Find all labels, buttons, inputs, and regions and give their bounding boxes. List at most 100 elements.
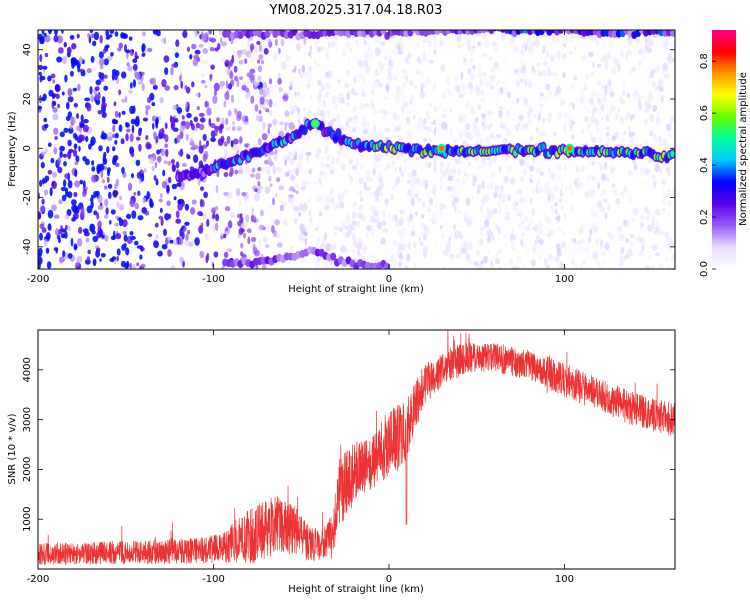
- spectrogram-cell: [423, 37, 430, 44]
- spectrogram-cell: [558, 197, 563, 204]
- spectrogram-cell: [142, 31, 146, 37]
- spectrogram-cell: [186, 153, 189, 159]
- spectrogram-cell: [337, 95, 342, 104]
- spectrogram-y-tick-label: -20: [22, 189, 33, 205]
- spectrogram-cell: [561, 241, 566, 248]
- spectrogram-cell: [643, 118, 649, 126]
- spectrogram-cell: [465, 197, 471, 206]
- spectrogram-cell: [173, 85, 179, 91]
- spectrogram-cell: [324, 51, 330, 59]
- spectrogram-cell: [601, 188, 606, 196]
- spectrogram-cell: [68, 127, 74, 134]
- spectrogram-cell: [658, 135, 662, 144]
- spectrogram-cell: [482, 158, 485, 163]
- spectrogram-cell: [233, 65, 238, 73]
- spectrogram-cell: [177, 202, 183, 211]
- spectrogram-cell: [379, 63, 384, 72]
- spectrogram-cell: [179, 130, 184, 140]
- spectrogram-cell: [100, 253, 106, 258]
- spectrogram-cell: [519, 176, 525, 182]
- spectrogram-cell: [61, 30, 64, 34]
- spectrogram-cell: [537, 186, 543, 194]
- spectrogram-cell: [537, 226, 543, 236]
- spectrogram-cell: [191, 43, 197, 50]
- spectrogram-cell: [315, 62, 321, 68]
- spectrogram-cell: [75, 261, 80, 267]
- spectrogram-cell: [190, 123, 195, 131]
- spectrogram-cell: [274, 148, 278, 155]
- spectrogram-cell: [465, 101, 470, 109]
- spectrogram-cell: [137, 215, 144, 221]
- spectrogram-cell: [513, 206, 517, 211]
- spectrogram-cell: [112, 158, 117, 166]
- spectrogram-cell: [194, 49, 201, 55]
- spectrogram-cell: [97, 194, 103, 204]
- spectrogram-cell: [303, 71, 308, 78]
- spectrogram-cell: [204, 233, 209, 241]
- spectrogram-cell: [184, 203, 190, 211]
- spectrogram-cell: [290, 174, 296, 181]
- spectrogram-cell: [319, 242, 325, 251]
- spectrogram-cell: [132, 79, 136, 88]
- spectrogram-cell: [99, 64, 104, 70]
- spectrogram-cell: [223, 251, 229, 258]
- spectrogram-cell: [494, 99, 498, 106]
- spectrogram-cell: [230, 94, 235, 104]
- colorbar-label: Normalized spectral amplitude: [738, 72, 749, 226]
- spectrogram-cell: [367, 47, 371, 52]
- spectrogram-cell: [116, 248, 121, 256]
- spectrogram-cell: [152, 122, 155, 130]
- spectrogram-cell: [293, 65, 297, 72]
- spectrogram-cell: [259, 209, 264, 217]
- spectrogram-cell: [579, 264, 583, 269]
- spectrogram-cell: [579, 226, 584, 234]
- spectrogram-cell: [241, 192, 247, 197]
- spectrogram-cell: [352, 238, 359, 247]
- spectrogram-cell: [581, 221, 586, 228]
- spectrogram-cell: [78, 134, 83, 140]
- spectrogram-cell: [220, 58, 226, 63]
- spectrogram-cell: [96, 231, 102, 239]
- spectrogram-cell: [555, 35, 560, 44]
- spectrogram-cell: [295, 190, 299, 194]
- spectrogram-cell: [247, 144, 251, 150]
- spectrogram-cell: [129, 231, 134, 236]
- spectrogram-cell: [328, 165, 334, 173]
- spectrogram-cell: [237, 220, 242, 227]
- spectrogram-cell: [89, 223, 96, 233]
- spectrogram-cell: [488, 56, 493, 61]
- spectrogram-cell: [460, 71, 464, 80]
- spectrogram-cell: [524, 214, 528, 223]
- spectrogram-frame: [37, 29, 676, 270]
- spectrogram-cell: [404, 265, 410, 269]
- spectrogram-cell: [109, 30, 115, 34]
- spectrogram-cell: [115, 132, 119, 139]
- spectrogram-cell: [91, 174, 97, 183]
- spectrogram-cell: [151, 166, 155, 172]
- spectrogram-cell: [254, 188, 258, 193]
- spectrogram-cell: [638, 102, 642, 111]
- spectrogram-cell: [458, 113, 464, 118]
- spectrogram-cell: [582, 258, 586, 268]
- spectrogram-cell: [235, 188, 241, 197]
- spectrogram-cell: [302, 107, 307, 112]
- spectrogram-cell: [407, 241, 412, 250]
- spectrogram-cell: [531, 40, 536, 47]
- spectrogram-cell: [92, 40, 97, 47]
- spectrogram-cell: [494, 258, 501, 265]
- spectrogram-cell: [442, 108, 448, 112]
- spectrogram-cell: [644, 43, 649, 50]
- spectrogram-cell: [135, 159, 141, 166]
- spectrogram-cell: [505, 127, 510, 132]
- spectrogram-cell: [104, 185, 108, 190]
- spectrogram-cell: [531, 65, 535, 71]
- spectrogram-cell: [591, 174, 596, 182]
- spectrogram-cell: [354, 201, 358, 206]
- spectrogram-cell: [324, 195, 331, 204]
- spectrogram-cell: [164, 134, 169, 143]
- spectrogram-cell: [524, 44, 528, 52]
- spectrogram-cell: [124, 44, 127, 53]
